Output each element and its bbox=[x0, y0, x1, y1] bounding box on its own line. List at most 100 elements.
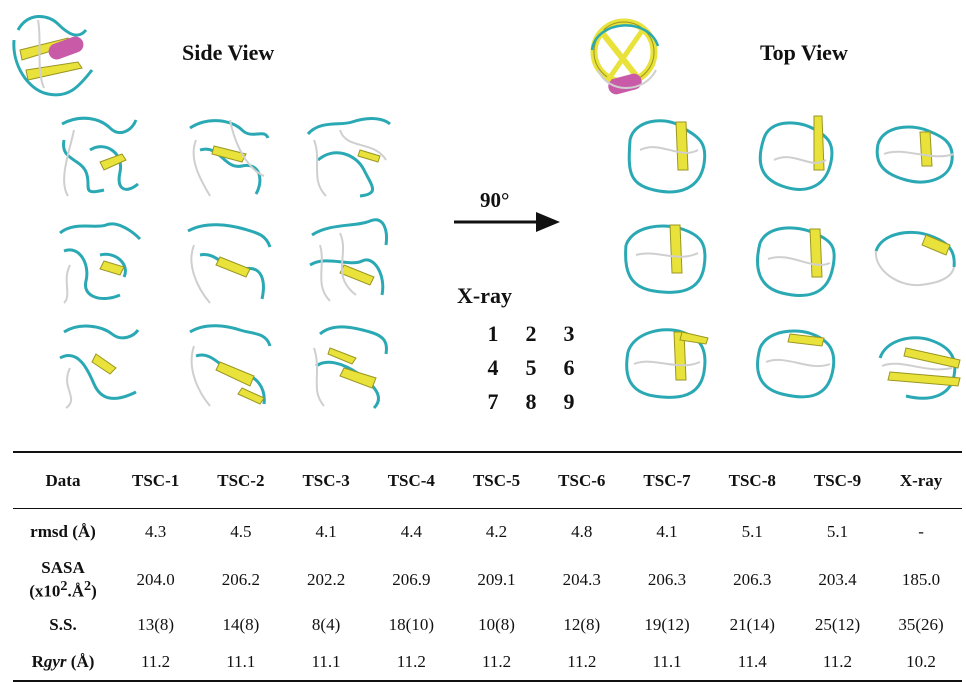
legend-num: 5 bbox=[525, 355, 537, 380]
table-cell: 11.1 bbox=[283, 644, 369, 682]
table-cell: 4.3 bbox=[113, 508, 199, 555]
table-header: TSC-4 bbox=[368, 451, 454, 509]
table-cell: 185.0 bbox=[901, 569, 941, 589]
top-structure-5 bbox=[756, 226, 836, 297]
sasa-label-sup2: 2 bbox=[84, 577, 92, 594]
top-structure-6 bbox=[874, 230, 956, 287]
table-cell: - bbox=[880, 508, 962, 555]
table-cell: 11.2 bbox=[113, 644, 199, 682]
sasa-label-end: ) bbox=[91, 581, 97, 601]
table-cell: 11.2 bbox=[794, 644, 881, 682]
side-structure-8 bbox=[189, 324, 272, 407]
legend-num: 9 bbox=[563, 389, 575, 414]
side-structure-1 bbox=[61, 116, 139, 197]
table-cell: 4.2 bbox=[453, 508, 540, 555]
table-cell: 11.4 bbox=[709, 644, 795, 682]
top-structure-7 bbox=[625, 328, 709, 399]
side-structure-3 bbox=[306, 117, 391, 198]
table-cell: 4.5 bbox=[198, 508, 284, 555]
table-cell: 25(12) bbox=[814, 614, 861, 634]
table-cell: 14(8) bbox=[222, 614, 260, 634]
side-view-title: Side View bbox=[182, 40, 275, 65]
right-arrow-icon bbox=[454, 212, 560, 232]
side-structure-2 bbox=[189, 119, 270, 197]
legend-num: 7 bbox=[487, 389, 499, 414]
legend-num: 8 bbox=[525, 389, 537, 414]
sasa-label-line1: SASA bbox=[41, 557, 85, 577]
side-structure-5 bbox=[187, 223, 272, 304]
table-header: TSC-5 bbox=[453, 451, 540, 509]
legend-num: 1 bbox=[487, 321, 499, 346]
table-cell: 206.2 bbox=[221, 569, 260, 589]
table-header: TSC-2 bbox=[198, 451, 284, 509]
table-cell: 204.3 bbox=[562, 569, 601, 589]
table-row: Rgyr (Å) 11.2 11.1 11.1 11.2 11.2 11.2 1… bbox=[13, 644, 962, 682]
top-structure-4 bbox=[624, 224, 707, 294]
table-cell: 11.1 bbox=[198, 644, 284, 682]
table-cell: 4.4 bbox=[368, 508, 454, 555]
table-header: X-ray bbox=[880, 451, 962, 509]
top-structure-3 bbox=[875, 125, 955, 184]
table-header: TSC-8 bbox=[709, 451, 795, 509]
table-header: Data bbox=[13, 451, 113, 509]
row-label-sasa: SASA (x102.Å2) bbox=[13, 555, 113, 605]
rgyr-label-post: (Å) bbox=[66, 652, 95, 671]
table-cell: 11.2 bbox=[539, 644, 625, 682]
top-view-title: Top View bbox=[760, 40, 848, 65]
table-header: TSC-7 bbox=[624, 451, 710, 509]
table-header: TSC-6 bbox=[539, 451, 625, 509]
table-cell: 10.2 bbox=[880, 644, 962, 682]
legend-title: X-ray bbox=[457, 283, 512, 308]
side-structure-4 bbox=[59, 222, 142, 304]
table-cell: 5.1 bbox=[794, 508, 881, 555]
table-row: S.S. 13(8) 14(8) 8(4) 18(10) 10(8) 12(8)… bbox=[13, 605, 962, 645]
table-cell: 209.1 bbox=[477, 569, 516, 589]
table-cell: 11.2 bbox=[453, 644, 540, 682]
table-cell: 4.1 bbox=[624, 508, 710, 555]
table-cell: 21(14) bbox=[729, 614, 775, 634]
rotation-label: 90° bbox=[480, 188, 510, 212]
top-structure-9 bbox=[878, 336, 961, 400]
table-cell: 206.3 bbox=[647, 569, 687, 589]
xray-side-structure bbox=[12, 15, 94, 97]
table-header-row: Data TSC-1 TSC-2 TSC-3 TSC-4 TSC-5 TSC-6… bbox=[13, 451, 962, 509]
table-cell: 203.4 bbox=[818, 569, 857, 589]
side-structure-7 bbox=[59, 324, 140, 409]
side-structure-6 bbox=[309, 218, 388, 302]
table-cell: 4.8 bbox=[539, 508, 625, 555]
table-row: SASA (x102.Å2) 204.0 206.2 202.2 206.9 2… bbox=[13, 555, 962, 605]
xray-top-structure bbox=[590, 18, 660, 95]
table-header: TSC-9 bbox=[794, 451, 881, 509]
top-structure-8 bbox=[756, 329, 836, 399]
table-row: rmsd (Å) 4.3 4.5 4.1 4.4 4.2 4.8 4.1 5.1… bbox=[13, 508, 962, 555]
row-label-rmsd: rmsd (Å) bbox=[13, 508, 113, 555]
top-structure-1 bbox=[627, 119, 707, 194]
legend-num: 3 bbox=[563, 321, 575, 346]
sasa-label-line2: (x10 bbox=[29, 581, 61, 601]
table-header: TSC-3 bbox=[283, 451, 369, 509]
table-cell: 5.1 bbox=[709, 508, 795, 555]
results-table: Data TSC-1 TSC-2 TSC-3 TSC-4 TSC-5 TSC-6… bbox=[13, 451, 962, 682]
row-label-ss: S.S. bbox=[49, 614, 77, 634]
table-cell: 204.0 bbox=[136, 569, 175, 589]
top-structure-2 bbox=[758, 115, 834, 191]
legend-num: 2 bbox=[525, 321, 537, 346]
table-header: TSC-1 bbox=[113, 451, 199, 509]
row-label-rgyr: Rgyr (Å) bbox=[13, 644, 113, 682]
table-cell: 206.9 bbox=[392, 569, 431, 589]
table-cell: 19(12) bbox=[644, 614, 690, 634]
table-cell: 10(8) bbox=[478, 614, 515, 634]
table-cell: 18(10) bbox=[388, 614, 434, 634]
table-cell: 13(8) bbox=[137, 614, 175, 634]
table-cell: 202.2 bbox=[306, 569, 346, 589]
rgyr-label-pre: R bbox=[31, 652, 44, 671]
table-cell: 4.1 bbox=[283, 508, 369, 555]
table-cell: 11.2 bbox=[368, 644, 454, 682]
sasa-label-mid: .Å bbox=[67, 581, 85, 601]
legend-num: 4 bbox=[487, 355, 499, 380]
sasa-label-sup1: 2 bbox=[60, 577, 68, 594]
table-cell: 8(4) bbox=[311, 614, 341, 634]
table-cell: 11.1 bbox=[624, 644, 710, 682]
table-cell: 35(26) bbox=[898, 614, 944, 634]
table-cell: 12(8) bbox=[563, 614, 601, 634]
